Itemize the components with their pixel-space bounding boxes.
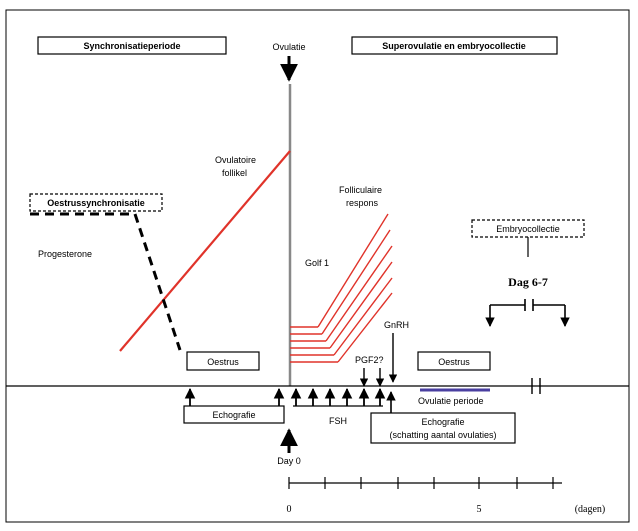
echografie-right-label-1: Echografie bbox=[421, 417, 464, 427]
dag67-label: Dag 6-7 bbox=[508, 275, 548, 289]
echografie-left-box bbox=[183, 405, 285, 424]
oestrus-right-box bbox=[417, 351, 491, 371]
oestrussync-box bbox=[29, 193, 163, 212]
day0-label: Day 0 bbox=[277, 456, 301, 466]
superovulatie-box bbox=[351, 36, 558, 55]
oestrus-left-box bbox=[186, 351, 260, 371]
ovulatie-periode-label: Ovulatie periode bbox=[418, 396, 484, 406]
superovulatie-label: Superovulatie en embryocollectie bbox=[382, 41, 526, 51]
ovulatie-title: Ovulatie bbox=[272, 42, 305, 52]
echografie-up-arrows bbox=[184, 387, 285, 406]
follicular-response-lines bbox=[290, 213, 393, 363]
tick-label-dagen: (dagen) bbox=[575, 504, 606, 515]
golf-label: Golf 1 bbox=[305, 258, 329, 268]
collection-bracket bbox=[485, 299, 570, 327]
tick-label-5: 5 bbox=[477, 504, 482, 515]
oestrussync-label: Oestrussynchronisatie bbox=[47, 198, 145, 208]
oestrus-right-label: Oestrus bbox=[438, 357, 470, 367]
progesterone-line bbox=[30, 212, 182, 351]
ovulatory-follicle-line bbox=[119, 150, 291, 352]
sync-period-label: Synchronisatieperiode bbox=[83, 41, 180, 51]
fsh-up-arrows bbox=[290, 387, 386, 406]
day-axis-ticks bbox=[288, 477, 554, 489]
ovulatoire-label: Ovulatoire bbox=[215, 155, 256, 165]
pgf-label: PGF2? bbox=[355, 355, 384, 365]
gnrh-label: GnRH bbox=[384, 320, 409, 330]
echografie-right-box bbox=[370, 412, 516, 444]
axis-break bbox=[531, 378, 541, 394]
echografie-right-label-2: (schatting aantal ovulaties) bbox=[389, 430, 496, 440]
respons-label: respons bbox=[346, 198, 379, 208]
echografie-left-label: Echografie bbox=[212, 410, 255, 420]
folliculaire-label: Folliculaire bbox=[339, 185, 382, 195]
oestrus-left-label: Oestrus bbox=[207, 357, 239, 367]
tick-label-0: 0 bbox=[287, 504, 292, 515]
progesterone-label: Progesterone bbox=[38, 249, 92, 259]
fsh-label: FSH bbox=[329, 416, 347, 426]
outer-frame bbox=[5, 9, 630, 523]
embryocollectie-label: Embryocollectie bbox=[496, 224, 560, 234]
sync-period-box bbox=[37, 36, 227, 55]
follikel-label: follikel bbox=[222, 168, 247, 178]
